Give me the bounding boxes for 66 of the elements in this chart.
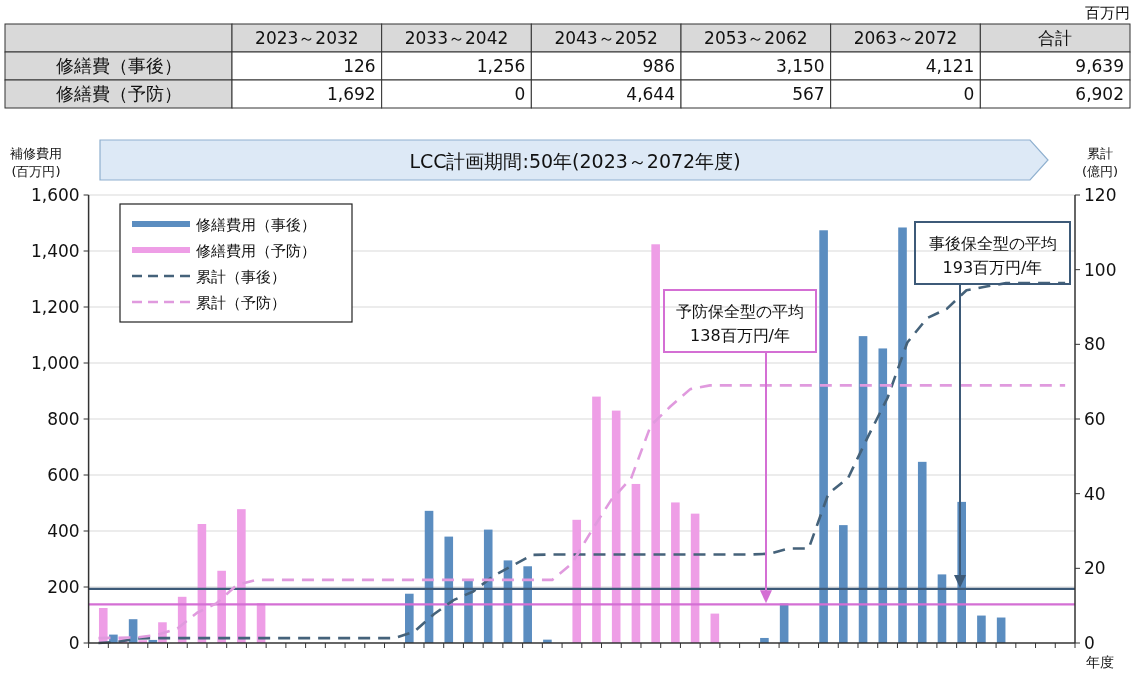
annotation: 予防保全型の平均 138百万円/年 <box>676 302 804 345</box>
text: 0 <box>514 84 526 104</box>
legend-label: 修繕費用（事後） <box>196 216 316 234</box>
category-label: 修繕費（事後） <box>55 55 182 76</box>
y-tick-label: 800 <box>47 409 80 429</box>
y2-tick-label: 60 <box>1084 409 1106 429</box>
category-label: 2033～2042 <box>404 28 509 48</box>
legend-label: 累計（事後） <box>196 268 286 286</box>
legend-label: 累計（予防） <box>196 294 286 312</box>
bar <box>592 396 601 643</box>
y2-tick-label: 100 <box>1084 259 1117 280</box>
y-tick-label: 600 <box>47 465 80 485</box>
legend-label: 修繕費用（予防） <box>196 242 316 260</box>
bar <box>444 536 454 643</box>
bar <box>405 593 414 643</box>
y2-tick-label: 0 <box>1084 633 1095 653</box>
x-axis-title: 年度 <box>1086 654 1114 670</box>
text: 1,692 <box>326 84 376 104</box>
text: 0 <box>963 84 975 104</box>
y2-tick-label: 20 <box>1084 558 1106 579</box>
bar <box>483 529 493 643</box>
y-tick-label: 0 <box>68 633 80 653</box>
bar <box>651 244 660 643</box>
text: 百万円 <box>1085 4 1130 22</box>
text: 3,150 <box>775 56 825 76</box>
bar <box>858 336 868 643</box>
text: 9,639 <box>1075 56 1124 76</box>
bar <box>217 570 226 643</box>
text: 1,256 <box>476 56 526 76</box>
bar <box>819 230 828 643</box>
bar <box>917 461 927 643</box>
y-tick-label: 1,000 <box>30 353 80 373</box>
y-tick-label: 1,400 <box>30 241 80 261</box>
y2-axis-title: 累計 (億円) <box>1081 146 1119 179</box>
y-axis-title: 補修費用 (百万円) <box>10 146 62 179</box>
category-label: 2063～2072 <box>853 28 958 48</box>
bar <box>98 608 108 643</box>
category-label: 修繕費（予防） <box>55 83 182 104</box>
category-label: 2043～2052 <box>554 28 658 48</box>
text: 6,902 <box>1075 84 1124 104</box>
bar <box>898 227 907 643</box>
y-tick-label: 400 <box>47 521 80 541</box>
bar <box>671 502 680 643</box>
text: 126 <box>343 56 376 76</box>
bar <box>237 509 246 643</box>
y2-tick-label: 40 <box>1084 483 1106 504</box>
category-label: 2053～2062 <box>704 28 808 48</box>
bar <box>839 525 848 643</box>
text: 567 <box>792 84 825 104</box>
chart-title: LCC計画期間:50年(2023～2072年度) <box>409 150 741 172</box>
text: 4,121 <box>925 56 975 76</box>
bar <box>878 348 888 643</box>
category-label: 2023～2032 <box>255 28 359 48</box>
y-tick-label: 1,600 <box>30 185 80 205</box>
y2-tick-label: 120 <box>1084 185 1117 205</box>
bar <box>977 615 986 643</box>
y-tick-label: 1,200 <box>30 297 80 317</box>
annotation: 事後保全型の平均 193百万円/年 <box>928 234 1057 277</box>
bar <box>523 566 532 643</box>
category-label: 合計 <box>1038 28 1073 48</box>
line-series <box>97 384 1067 640</box>
bar <box>572 519 582 643</box>
y-tick-label: 200 <box>47 577 80 597</box>
y2-tick-label: 80 <box>1084 334 1106 355</box>
text: 986 <box>642 56 675 76</box>
text: 4,644 <box>626 84 675 104</box>
